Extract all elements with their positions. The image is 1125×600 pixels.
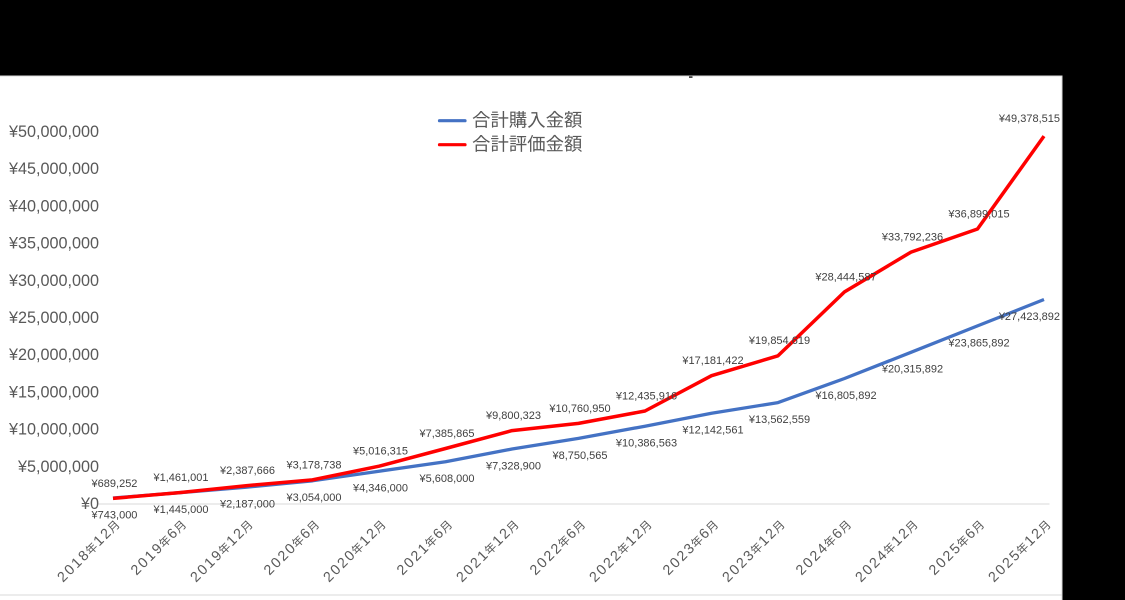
- svg-text:¥4,346,000: ¥4,346,000: [352, 483, 408, 495]
- svg-text:¥40,000,000: ¥40,000,000: [8, 197, 99, 215]
- svg-text:¥20,315,892: ¥20,315,892: [881, 364, 943, 376]
- svg-text:¥10,760,950: ¥10,760,950: [548, 403, 610, 415]
- svg-text:¥5,000,000: ¥5,000,000: [17, 458, 99, 476]
- svg-text:¥7,385,865: ¥7,385,865: [418, 428, 474, 440]
- svg-text:¥17,181,422: ¥17,181,422: [681, 355, 743, 367]
- svg-text:¥13,562,559: ¥13,562,559: [748, 414, 810, 426]
- svg-text:¥10,000,000: ¥10,000,000: [8, 421, 99, 439]
- svg-text:¥19,854,619: ¥19,854,619: [748, 335, 810, 347]
- svg-text:¥12,435,916: ¥12,435,916: [615, 390, 677, 402]
- svg-text:¥45,000,000: ¥45,000,000: [8, 160, 99, 178]
- svg-text:¥23,865,892: ¥23,865,892: [947, 337, 1009, 349]
- svg-text:¥3,054,000: ¥3,054,000: [285, 492, 341, 504]
- svg-text:¥16,805,892: ¥16,805,892: [814, 390, 876, 402]
- svg-text:¥50,000,000: ¥50,000,000: [8, 123, 99, 141]
- svg-text:¥7,328,900: ¥7,328,900: [485, 460, 541, 472]
- svg-text:¥10,386,563: ¥10,386,563: [615, 438, 677, 450]
- svg-text:¥49,378,515: ¥49,378,515: [998, 113, 1060, 125]
- svg-text:¥25,000,000: ¥25,000,000: [8, 309, 99, 327]
- svg-text:¥0: ¥0: [80, 495, 99, 513]
- svg-text:¥2,187,000: ¥2,187,000: [219, 499, 275, 511]
- svg-text:¥35,000,000: ¥35,000,000: [8, 235, 99, 253]
- svg-text:¥15,000,000: ¥15,000,000: [8, 383, 99, 401]
- svg-text:¥689,252: ¥689,252: [91, 478, 138, 490]
- svg-text:¥1,445,000: ¥1,445,000: [152, 504, 208, 516]
- svg-text:¥30,000,000: ¥30,000,000: [8, 272, 99, 290]
- svg-text:¥1,461,001: ¥1,461,001: [152, 472, 208, 484]
- svg-text:¥8,750,565: ¥8,750,565: [551, 450, 607, 462]
- svg-text:¥5,608,000: ¥5,608,000: [418, 473, 474, 485]
- svg-text:¥9,800,323: ¥9,800,323: [485, 410, 541, 422]
- svg-text:¥27,423,892: ¥27,423,892: [998, 311, 1060, 323]
- svg-text:¥20,000,000: ¥20,000,000: [8, 346, 99, 364]
- svg-text:¥36,899,015: ¥36,899,015: [947, 208, 1009, 220]
- svg-text:¥12,142,561: ¥12,142,561: [681, 425, 743, 437]
- svg-text:¥5,016,315: ¥5,016,315: [352, 446, 408, 458]
- svg-text:¥33,792,236: ¥33,792,236: [881, 232, 943, 244]
- svg-text:¥2,387,666: ¥2,387,666: [219, 465, 275, 477]
- svg-text:¥28,444,587: ¥28,444,587: [814, 271, 876, 283]
- svg-text:¥3,178,738: ¥3,178,738: [285, 459, 341, 471]
- svg-text:¥743,000: ¥743,000: [91, 509, 138, 521]
